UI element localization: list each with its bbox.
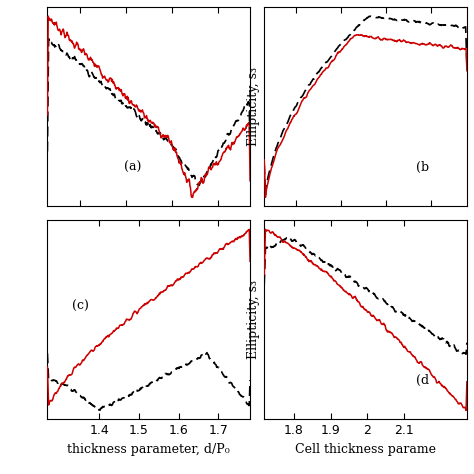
Y-axis label: Ellipticity, s₃: Ellipticity, s₃ bbox=[247, 281, 260, 359]
Text: (b: (b bbox=[416, 161, 429, 173]
X-axis label: thickness parameter, d/P₀: thickness parameter, d/P₀ bbox=[67, 443, 230, 456]
Y-axis label: Ellipticity, s₃: Ellipticity, s₃ bbox=[247, 67, 260, 146]
Text: (c): (c) bbox=[72, 300, 89, 313]
Text: (a): (a) bbox=[124, 161, 142, 173]
Text: (d: (d bbox=[416, 374, 429, 387]
X-axis label: Cell thickness parame: Cell thickness parame bbox=[295, 443, 436, 456]
